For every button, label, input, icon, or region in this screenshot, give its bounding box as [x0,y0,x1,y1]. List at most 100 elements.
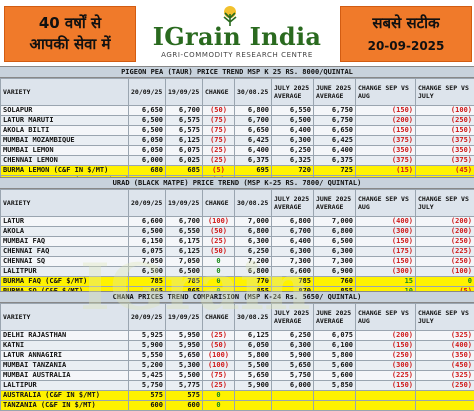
value-cell: 5,900 [129,341,166,351]
value-cell: 6,500 [129,126,166,136]
column-header: CHANGE [203,304,235,331]
value-cell: (250) [416,237,474,247]
column-header: 19/09/25 [166,190,203,217]
price-section: PIGEON PEA (TAUR) PRICE TREND MSP K 25 R… [0,66,474,186]
right-banner: सबसे सटीक 20-09-2025 [340,6,472,62]
variety-cell: LATUR [1,217,129,227]
value-cell: 6,800 [235,267,272,277]
value-cell: 6,250 [272,331,314,341]
value-cell: 785 [272,277,314,287]
value-cell: 6,100 [314,341,356,351]
value-cell: 6,175 [166,237,203,247]
value-cell: 6,050 [129,146,166,156]
column-header: CHANGE SEP VS AUG [356,190,416,217]
value-cell: (325) [416,371,474,381]
value-cell: 5,775 [166,381,203,391]
value-cell: (100) [416,267,474,277]
value-cell: (100) [203,351,235,361]
value-cell: 6,250 [235,247,272,257]
value-cell: (25) [203,156,235,166]
value-cell: 7,300 [272,257,314,267]
value-cell: (75) [203,116,235,126]
value-cell: 0 [203,277,235,287]
value-cell: 695 [235,166,272,176]
column-header: JULY 2025 AVERAGE [272,79,314,106]
variety-cell: DELHI RAJASTHAN [1,331,129,341]
value-cell [356,391,416,401]
value-cell: (375) [356,136,416,146]
column-header: JUNE 2025 AVERAGE [314,190,356,217]
value-cell: (100) [203,361,235,371]
value-cell: (300) [356,361,416,371]
value-cell: 6,600 [129,217,166,227]
column-header: CHANGE SEP VS JULY [416,190,474,217]
variety-cell: MUMBAI FAQ [1,237,129,247]
value-cell: 6,600 [272,267,314,277]
value-cell: 6,400 [314,146,356,156]
variety-cell: LATUR ANNAGIRI [1,351,129,361]
value-cell: 770 [235,277,272,287]
value-cell: 5,900 [235,381,272,391]
variety-cell: MUMBAI AUSTRALIA [1,371,129,381]
value-cell: (250) [416,116,474,126]
value-cell: 6,575 [166,126,203,136]
value-cell: (175) [356,247,416,257]
value-cell [272,391,314,401]
column-header: VARIETY [1,190,129,217]
value-cell: (300) [356,227,416,237]
value-cell: 6,075 [314,331,356,341]
value-cell: (225) [356,371,416,381]
value-cell: 5,600 [314,371,356,381]
value-cell: 6,425 [314,136,356,146]
header: 40 वर्षों से आपकी सेवा में IGrain India … [0,0,474,66]
value-cell: (350) [416,351,474,361]
value-cell: (100) [416,106,474,116]
value-cell: 600 [166,401,203,411]
column-header: 19/09/25 [166,79,203,106]
price-section: URAD (BLACK MATPE) PRICE TREND (MSP K-25… [0,177,474,297]
value-cell: 6,375 [314,156,356,166]
value-cell: (350) [356,146,416,156]
value-cell: (75) [203,136,235,146]
value-cell: 15 [356,277,416,287]
variety-cell: SOLAPUR [1,106,129,116]
variety-cell: CHENNAI SQ [1,257,129,267]
value-cell: 6,000 [129,156,166,166]
value-cell: 6,250 [272,146,314,156]
value-cell: (300) [356,267,416,277]
value-cell: 6,125 [235,331,272,341]
value-cell: (75) [203,126,235,136]
column-header: CHANGE SEP VS AUG [356,79,416,106]
value-cell: (25) [203,381,235,391]
report-date: 20-09-2025 [341,39,471,53]
value-cell: 5,650 [166,351,203,361]
value-cell: (225) [416,247,474,257]
value-cell: (200) [416,217,474,227]
value-cell: 6,300 [314,247,356,257]
value-cell: 6,500 [272,116,314,126]
value-cell: 6,075 [129,247,166,257]
value-cell: 6,375 [235,156,272,166]
column-header: VARIETY [1,304,129,331]
variety-cell: CHENNAI FAQ [1,247,129,257]
value-cell: (25) [203,146,235,156]
value-cell: 6,750 [314,106,356,116]
value-cell: 6,650 [129,106,166,116]
value-cell: (150) [356,106,416,116]
value-cell: 600 [129,401,166,411]
value-cell: 7,000 [235,217,272,227]
value-cell: 6,050 [235,341,272,351]
column-header: JUNE 2025 AVERAGE [314,79,356,106]
column-header: 30/08.25 [235,304,272,331]
